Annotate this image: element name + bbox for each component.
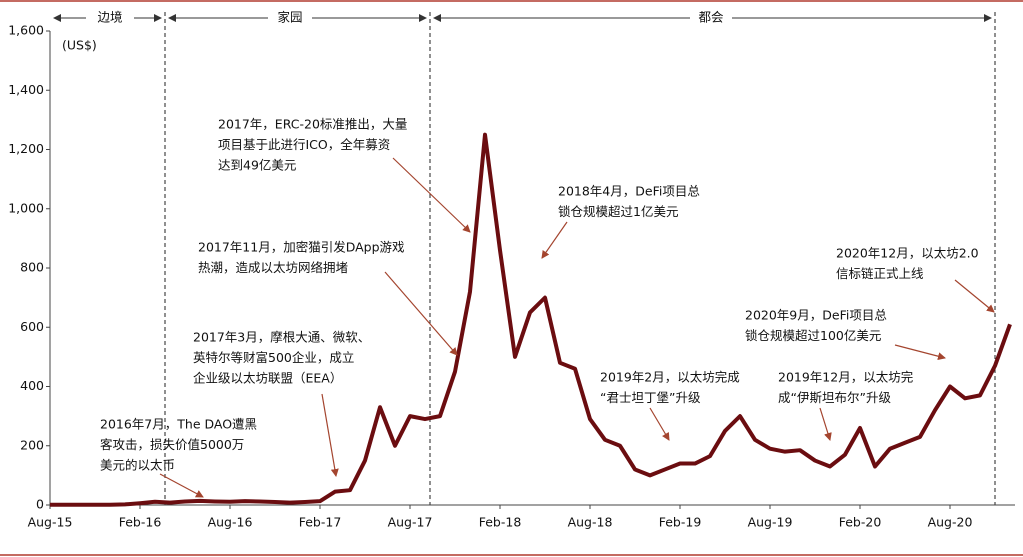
y-tick-label: 1,000 (8, 200, 44, 215)
annotation-arrow (819, 407, 832, 441)
annotation: 客攻击，损失价值5000万 (100, 437, 244, 452)
x-tick-label: Aug-17 (388, 515, 433, 530)
phase-label: 都会 (698, 10, 724, 25)
y-tick-label: 400 (20, 378, 44, 393)
annotation: 美元的以太币 (100, 458, 175, 473)
annotation-arrow (159, 473, 204, 498)
phase-label: 家园 (277, 10, 302, 25)
y-tick-label: 1,400 (8, 82, 44, 97)
annotation: 2017年11月，加密猫引发DApp游戏 (198, 240, 405, 255)
annotation: 项目基于此进行ICO，全年募资 (218, 137, 390, 152)
annotation: 锁仓规模超过100亿美元 (745, 328, 881, 343)
annotation-arrow (954, 279, 995, 313)
annotation-arrow (321, 393, 339, 477)
x-tick-label: Aug-19 (748, 515, 793, 530)
annotation: 热潮，造成以太坊网络拥堵 (198, 260, 348, 275)
annotation-arrow (649, 407, 670, 441)
y-tick-label: 0 (36, 497, 44, 512)
x-tick-label: Aug-18 (568, 515, 613, 530)
annotation: 信标链正式上线 (836, 266, 924, 281)
price-line (50, 132, 1012, 507)
annotation: “君士坦丁堡”升级 (600, 390, 701, 405)
x-tick-label: Feb-18 (479, 515, 522, 530)
annotation: 2020年9月，DeFi项目总 (745, 308, 887, 323)
annotation: 成“伊斯坦布尔”升级 (778, 390, 891, 405)
annotation: 企业级以太坊联盟（EEA） (193, 371, 342, 386)
annotation: 锁仓规模超过1亿美元 (558, 204, 678, 219)
x-tick-label: Aug-20 (928, 515, 973, 530)
annotation: 达到49亿美元 (218, 158, 296, 173)
annotation-arrow (384, 271, 458, 356)
x-tick-label: Feb-17 (299, 515, 342, 530)
x-tick-label: Aug-15 (28, 515, 73, 530)
annotation: 英特尔等财富500企业，成立 (193, 350, 354, 365)
x-tick-label: Aug-16 (208, 515, 253, 530)
y-tick-label: 1,600 (8, 23, 44, 38)
annotation: 2019年2月，以太坊完成 (600, 370, 740, 385)
x-tick-label: Feb-19 (659, 515, 702, 530)
y-tick-label: 1,200 (8, 141, 44, 156)
annotation: 2019年12月，以太坊完 (778, 370, 913, 385)
phase-dividers (164, 12, 996, 505)
annotation-arrow (541, 221, 568, 259)
annotation-arrow (392, 157, 471, 233)
y-tick-label: 200 (20, 437, 44, 452)
annotation: 2020年12月，以太坊2.0 (836, 246, 979, 261)
y-unit: (US$) (62, 38, 97, 53)
y-tick-label: 600 (20, 319, 44, 334)
y-tick-label: 800 (20, 260, 44, 275)
phase-label: 边境 (97, 10, 122, 25)
annotation: 2016年7月，The DAO遭黑 (100, 417, 257, 432)
x-tick-label: Feb-20 (839, 515, 882, 530)
x-tick-label: Feb-16 (119, 515, 162, 530)
annotation: 2018年4月，DeFi项目总 (558, 184, 700, 199)
annotation: 2017年，ERC-20标准推出，大量 (218, 117, 407, 132)
annotation: 2017年3月，摩根大通、微软、 (193, 330, 370, 345)
annotation-arrow (894, 344, 946, 361)
